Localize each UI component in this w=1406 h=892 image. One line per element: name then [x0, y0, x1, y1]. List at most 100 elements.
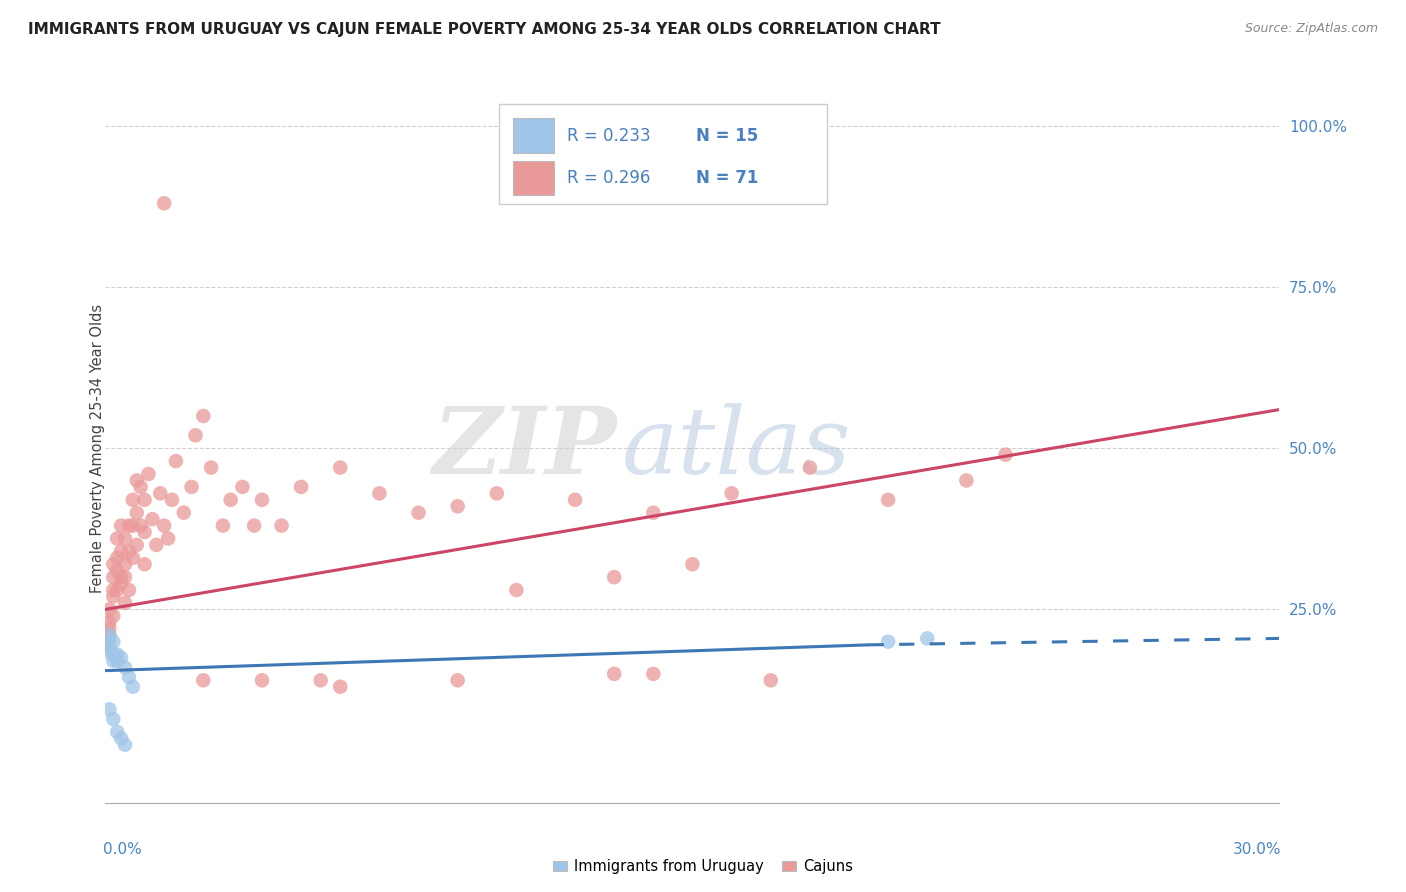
Point	[643, 666, 665, 681]
Point	[98, 641, 121, 656]
Text: 0.0%: 0.0%	[103, 842, 142, 857]
Text: Source: ZipAtlas.com: Source: ZipAtlas.com	[1244, 22, 1378, 36]
Point	[603, 666, 626, 681]
Point	[103, 558, 125, 572]
Point	[193, 409, 215, 423]
Point	[98, 628, 121, 642]
Point	[118, 544, 141, 558]
Point	[564, 492, 586, 507]
Point	[173, 506, 195, 520]
Point	[915, 632, 938, 646]
Point	[681, 558, 703, 572]
Point	[94, 638, 117, 652]
Point	[121, 680, 143, 694]
Point	[103, 570, 125, 584]
Text: ZIP: ZIP	[432, 403, 616, 493]
Point	[799, 460, 821, 475]
Point	[720, 486, 742, 500]
Point	[105, 583, 128, 598]
Point	[105, 648, 128, 662]
Point	[603, 570, 626, 584]
Point	[290, 480, 312, 494]
FancyBboxPatch shape	[513, 161, 554, 195]
Point	[114, 532, 136, 546]
Text: R = 0.296: R = 0.296	[567, 169, 650, 187]
Point	[125, 506, 148, 520]
Point	[114, 738, 136, 752]
Point	[118, 583, 141, 598]
Point	[105, 724, 128, 739]
Point	[114, 558, 136, 572]
Point	[368, 486, 391, 500]
Point	[153, 196, 176, 211]
Point	[955, 474, 977, 488]
Y-axis label: Female Poverty Among 25-34 Year Olds: Female Poverty Among 25-34 Year Olds	[90, 303, 104, 593]
Point	[157, 532, 180, 546]
Point	[446, 673, 468, 688]
Text: 30.0%: 30.0%	[1233, 842, 1282, 857]
Point	[505, 583, 527, 598]
Point	[219, 492, 242, 507]
Point	[110, 544, 132, 558]
Point	[110, 650, 132, 665]
Point	[877, 634, 900, 648]
Point	[160, 492, 183, 507]
Point	[110, 570, 132, 584]
Text: R = 0.233: R = 0.233	[567, 128, 651, 145]
Point	[98, 634, 121, 648]
Point	[211, 518, 233, 533]
Point	[153, 518, 176, 533]
Point	[114, 660, 136, 674]
Point	[134, 558, 156, 572]
Point	[145, 538, 167, 552]
Point	[759, 673, 782, 688]
Point	[118, 670, 141, 684]
Point	[180, 480, 202, 494]
Point	[446, 500, 468, 514]
Point	[105, 550, 128, 565]
Point	[243, 518, 266, 533]
Point	[103, 634, 125, 648]
Point	[98, 622, 121, 636]
Point	[103, 654, 125, 668]
Point	[121, 550, 143, 565]
Point	[125, 474, 148, 488]
Point	[231, 480, 253, 494]
Point	[105, 532, 128, 546]
Point	[250, 673, 273, 688]
Point	[103, 590, 125, 604]
Point	[121, 492, 143, 507]
Text: N = 71: N = 71	[696, 169, 758, 187]
Point	[105, 564, 128, 578]
Text: atlas: atlas	[621, 403, 852, 493]
Point	[138, 467, 160, 481]
Point	[110, 518, 132, 533]
Point	[103, 583, 125, 598]
Point	[118, 518, 141, 533]
Point	[134, 524, 156, 539]
Point	[141, 512, 163, 526]
Point	[103, 648, 125, 662]
Point	[125, 538, 148, 552]
Point	[165, 454, 187, 468]
Legend: Immigrants from Uruguay, Cajuns: Immigrants from Uruguay, Cajuns	[547, 854, 859, 880]
Point	[408, 506, 430, 520]
Point	[98, 615, 121, 630]
Point	[329, 460, 352, 475]
Point	[877, 492, 900, 507]
Point	[270, 518, 292, 533]
Point	[193, 673, 215, 688]
Point	[134, 492, 156, 507]
Point	[129, 518, 152, 533]
Point	[200, 460, 222, 475]
Point	[110, 576, 132, 591]
Text: N = 15: N = 15	[696, 128, 758, 145]
Point	[98, 602, 121, 616]
Point	[485, 486, 508, 500]
Point	[250, 492, 273, 507]
Point	[103, 712, 125, 726]
Point	[184, 428, 207, 442]
Point	[114, 570, 136, 584]
Point	[105, 654, 128, 668]
Point	[94, 644, 117, 658]
